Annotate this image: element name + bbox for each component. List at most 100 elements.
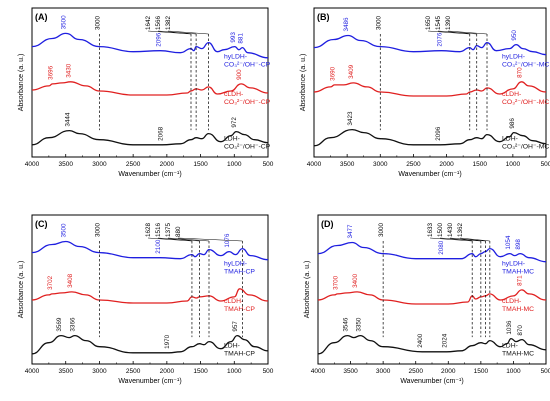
x-tick-label: 1000 — [506, 368, 521, 375]
series-label: cLDH- — [224, 298, 243, 305]
reference-line-label: 1382 — [165, 15, 172, 30]
peak-annotation: 993 — [230, 32, 237, 43]
peak-annotation: 3350 — [355, 317, 362, 332]
series-label: CO₃²⁻/OH⁻-MC — [502, 144, 549, 151]
reference-line-label: 1500 — [437, 222, 444, 237]
peak-annotation: 2096 — [155, 32, 162, 47]
series-line — [313, 81, 547, 97]
peak-annotation: 3569 — [56, 317, 63, 332]
series-label: hyLDH- — [502, 261, 525, 268]
series-label: LDH- — [502, 136, 518, 143]
series-label: LDH- — [224, 343, 240, 350]
series-label: CO₃²⁻/OH⁻-CP — [224, 99, 271, 106]
x-tick-label: 1500 — [472, 161, 487, 168]
x-tick-label: 4000 — [311, 368, 326, 375]
x-tick-label: 2500 — [406, 161, 421, 168]
reference-line-label: 1430 — [447, 222, 454, 237]
peak-annotation: 3696 — [47, 65, 54, 80]
reference-line-label: 1642 — [145, 15, 152, 30]
peak-annotation: 3500 — [61, 223, 68, 238]
panel-label: (B) — [317, 12, 330, 22]
peak-annotation: 3486 — [343, 17, 350, 32]
reference-leader — [427, 30, 470, 35]
panel-label: (C) — [35, 219, 48, 229]
series-line — [317, 241, 547, 263]
series-label: TMAH-CP — [224, 351, 255, 358]
peak-annotation: 3700 — [333, 275, 340, 290]
x-tick-label: 2000 — [160, 161, 175, 168]
peak-annotation: 3408 — [67, 273, 74, 288]
peak-annotation: 3444 — [64, 112, 71, 127]
reference-line-label: 1650 — [425, 15, 432, 30]
reference-leader — [167, 30, 209, 35]
series-label: TMAH-CP — [224, 269, 255, 276]
reference-line-label: 1628 — [145, 222, 152, 237]
reference-line-label: 1566 — [155, 15, 162, 30]
x-tick-label: 1500 — [193, 161, 208, 168]
series-label: cLDH- — [502, 298, 521, 305]
peak-annotation: 2024 — [442, 333, 449, 348]
peak-annotation: 3546 — [343, 317, 350, 332]
reference-line-label: 880 — [175, 226, 182, 237]
x-tick-label: 500 — [263, 368, 274, 375]
x-axis-label: Wavenumber (cm⁻¹) — [118, 171, 181, 178]
series-label: TMAH-CP — [224, 306, 255, 313]
peak-annotation: 900 — [236, 69, 243, 80]
reference-line-label: 3000 — [375, 16, 382, 31]
reference-leader — [449, 237, 486, 242]
reference-leader — [147, 30, 192, 35]
peak-annotation: 3477 — [347, 224, 354, 239]
peak-annotation: 2068 — [157, 126, 164, 141]
series-label: CO₃²⁻/OH⁻-MC — [502, 62, 549, 69]
peak-annotation: 986 — [509, 118, 516, 129]
x-tick-label: 2000 — [160, 368, 175, 375]
series-label: LDH- — [224, 136, 240, 143]
x-tick-label: 500 — [541, 161, 550, 168]
peak-annotation: 1036 — [506, 320, 513, 335]
reference-leader — [157, 30, 197, 35]
peak-annotation: 3430 — [65, 63, 72, 78]
panel-label: (A) — [35, 12, 48, 22]
reference-line-label: 1633 — [427, 222, 434, 237]
x-tick-label: 2000 — [441, 368, 456, 375]
reference-leader — [439, 237, 481, 242]
reference-leader — [147, 237, 192, 242]
reference-line-label: 1545 — [435, 15, 442, 30]
series-line — [31, 240, 269, 261]
x-tick-label: 2000 — [439, 161, 454, 168]
x-tick-label: 3000 — [376, 368, 391, 375]
reference-leader — [167, 237, 210, 242]
series-label: CO₃²⁻/OH⁻-CP — [224, 62, 271, 69]
peak-annotation: 3690 — [329, 66, 336, 81]
series-label: CO₃²⁻/OH⁻-CP — [224, 144, 271, 151]
reference-line-label: 1375 — [165, 222, 172, 237]
x-axis-label: Wavenumber (cm⁻¹) — [400, 378, 463, 385]
peak-annotation: 871 — [517, 275, 524, 286]
peak-annotation: 2096 — [435, 126, 442, 141]
reference-leader — [447, 30, 488, 35]
peak-annotation: 3400 — [352, 273, 359, 288]
series-line — [31, 81, 269, 96]
peak-annotation: 3366 — [70, 317, 77, 332]
peak-annotation: 870 — [517, 325, 524, 336]
reference-line-label: 3000 — [378, 222, 385, 237]
reference-leader — [429, 237, 473, 242]
peak-annotation: 957 — [232, 321, 239, 332]
x-tick-label: 500 — [541, 368, 550, 375]
peak-annotation: 3423 — [347, 111, 354, 126]
series-line — [31, 32, 269, 59]
peak-annotation: 898 — [515, 239, 522, 250]
x-tick-label: 2500 — [126, 161, 141, 168]
series-line — [317, 289, 547, 305]
y-axis-label: Absorbance (a. u.) — [300, 54, 307, 112]
peak-annotation: 1970 — [164, 334, 171, 349]
reference-line-label: 1390 — [445, 15, 452, 30]
x-tick-label: 3500 — [58, 161, 73, 168]
x-tick-label: 4000 — [25, 368, 40, 375]
series-line — [313, 34, 547, 56]
series-label: TMAH-MC — [502, 306, 534, 313]
series-label: hyLDH- — [502, 54, 525, 61]
x-tick-label: 3000 — [92, 161, 107, 168]
x-tick-label: 2500 — [126, 368, 141, 375]
series-label: LDH- — [502, 343, 518, 350]
